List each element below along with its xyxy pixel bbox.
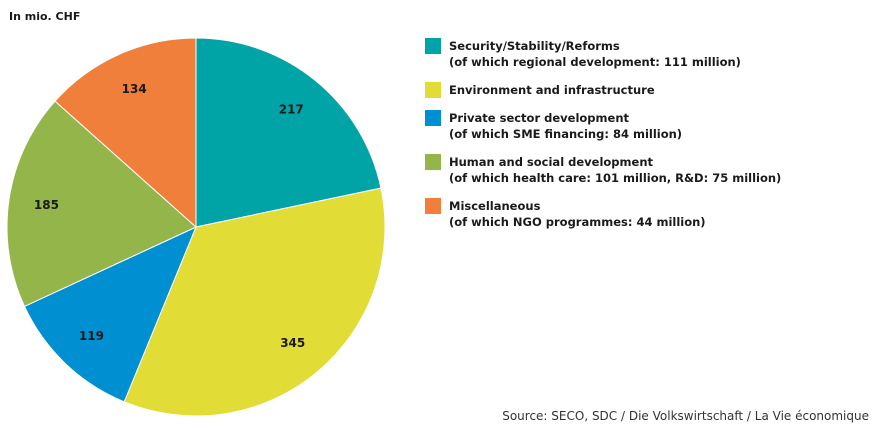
- unit-label: In mio. CHF: [9, 10, 81, 23]
- slice-label-0: 217: [279, 103, 304, 117]
- legend-item: Environment and infrastructure: [425, 82, 865, 98]
- legend: Security/Stability/Reforms (of which regi…: [425, 38, 865, 242]
- legend-label: Private sector development: [449, 111, 630, 125]
- pie-slice-4: [54, 37, 197, 229]
- legend-swatch: [425, 38, 441, 54]
- legend-swatch: [425, 154, 441, 170]
- legend-swatch: [425, 110, 441, 126]
- pie-slice-0: [195, 37, 382, 228]
- legend-label: Security/Stability/Reforms: [449, 39, 620, 53]
- pie-slice-1: [123, 187, 386, 417]
- slice-label-2: 119: [79, 329, 104, 343]
- pie-slice-3: [6, 100, 197, 308]
- slice-label-4: 134: [122, 82, 147, 96]
- legend-item: Miscellaneous (of which NGO programmes: 4…: [425, 198, 865, 230]
- legend-swatch: [425, 82, 441, 98]
- legend-label: Human and social development: [449, 155, 654, 169]
- legend-swatch: [425, 198, 441, 214]
- legend-item: Human and social development (of which he…: [425, 154, 865, 186]
- pie-slice-2: [23, 226, 197, 403]
- legend-sublabel: (of which NGO programmes: 44 million): [449, 215, 706, 229]
- legend-item: Security/Stability/Reforms (of which regi…: [425, 38, 865, 70]
- slice-label-3: 185: [34, 198, 59, 212]
- slice-label-1: 345: [280, 336, 305, 350]
- source-note: Source: SECO, SDC / Die Volkswirtschaft …: [502, 409, 869, 423]
- legend-label: Miscellaneous: [449, 199, 541, 213]
- legend-item: Private sector development (of which SME …: [425, 110, 865, 142]
- pie-chart: 217 345 119 185 134: [6, 37, 386, 417]
- legend-label: Environment and infrastructure: [449, 83, 655, 97]
- legend-sublabel: (of which SME financing: 84 million): [449, 127, 683, 141]
- legend-sublabel: (of which regional development: 111 mill…: [449, 55, 741, 69]
- legend-sublabel: (of which health care: 101 million, R&D:…: [449, 171, 782, 185]
